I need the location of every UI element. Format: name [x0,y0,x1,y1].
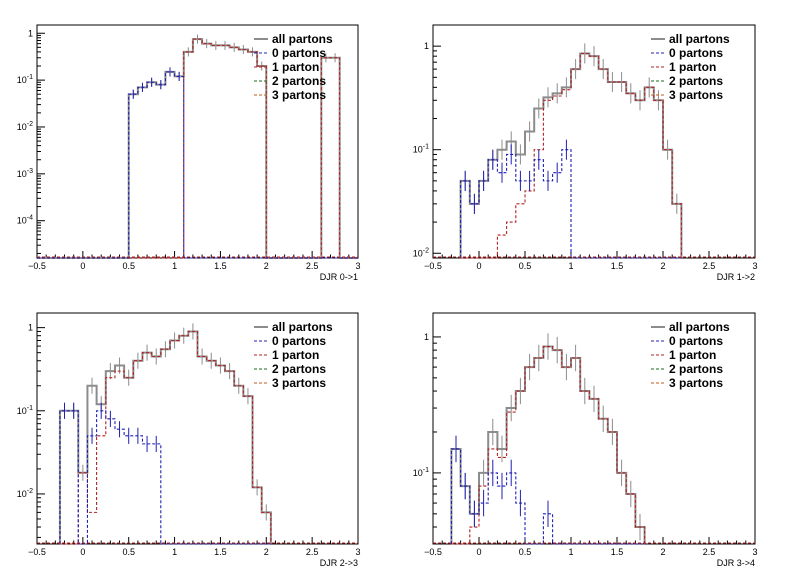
y-tick-label: 1 [424,332,429,342]
chart-panel-4: −0.5 0 0.5 1 1.5 2 2.5 3 1 10-1 DJR 3->4 all parton… [413,312,758,568]
series-1-parton [451,345,646,545]
legend-label-2-partons: 2 partons [669,362,723,376]
legend-label-2-partons: 2 partons [272,362,326,376]
x-tick-label: 0.5 [122,547,135,557]
x-tick-label: 2.5 [703,547,716,557]
y-tick-label: 10-2 [17,121,33,132]
y-tick-label: 10-1 [413,144,429,155]
x-tick-label: 2.5 [703,261,716,271]
legend-label-0-partons: 0 partons [272,46,326,60]
series-1-parton [59,330,272,545]
x-axis-title: DJR 0->1 [320,272,358,282]
x-tick-label: 1 [172,547,177,557]
x-tick-label: 1.5 [214,547,227,557]
legend-label-0-partons: 0 partons [272,334,326,348]
series-0-partons [450,448,645,545]
chart-panel-2: −0.5 0 0.5 1 1.5 2 2.5 3 1 10-1 10-2 DJR 1->2 all pa… [413,24,758,282]
y-tick-label: 1 [424,41,429,51]
x-tick-label: 1 [172,261,177,271]
x-axis-title: DJR 1->2 [717,272,755,282]
x-tick-label: 2 [660,547,665,557]
x-tick-label: 0 [476,547,481,557]
legend-label-0-partons: 0 partons [669,46,723,60]
x-tick-label: 2.5 [306,261,319,271]
x-tick-label: −0.5 [424,547,442,557]
x-tick-label: 0.5 [122,261,135,271]
y-tick-label: 10-4 [17,215,33,226]
x-tick-label: 3 [355,547,360,557]
x-tick-label: −0.5 [28,547,46,557]
x-tick-label: 2.5 [306,547,319,557]
legend-label-all-partons: all partons [272,320,333,334]
legend-label-all-partons: all partons [669,320,730,334]
legend-label-3-partons: 3 partons [669,376,723,390]
legend-label-1-parton: 1 parton [272,348,319,362]
legend-label-3-partons: 3 partons [272,88,326,102]
legend-label-1-parton: 1 parton [669,348,716,362]
x-tick-label: −0.5 [424,261,442,271]
y-tick-label: 10-2 [413,247,429,258]
x-tick-label: 0 [80,261,85,271]
series-all-partons [58,330,272,544]
legend-label-2-partons: 2 partons [272,74,326,88]
series-0-partons [59,410,271,545]
legend-label-1-parton: 1 parton [669,60,716,74]
y-tick-label: 10-1 [17,405,33,416]
x-axis-title: DJR 3->4 [717,558,755,568]
chart-panel-3: −0.5 0 0.5 1 1.5 2 2.5 3 1 10-1 10-2 DJR 2->3 all pa… [17,312,361,568]
x-tick-label: 0 [80,547,85,557]
x-tick-label: 1 [568,261,573,271]
x-tick-label: 1.5 [611,547,624,557]
x-tick-label: 3 [355,261,360,271]
y-tick-label: 10-1 [413,467,429,478]
x-tick-label: 0.5 [519,547,532,557]
y-tick-label: 10-3 [17,168,33,179]
y-tick-label: 10-2 [17,488,33,499]
x-tick-label: 2 [264,547,269,557]
x-tick-label: 0.5 [519,261,532,271]
y-tick-label: 1 [28,323,33,333]
series-0-partons [460,149,682,259]
legend-label-all-partons: all partons [669,32,730,46]
x-tick-label: 0 [476,261,481,271]
legend-label-3-partons: 3 partons [272,376,326,390]
legend-label-1-parton: 1 parton [272,60,319,74]
x-axis-title: DJR 2->3 [320,558,358,568]
x-tick-label: 1 [568,547,573,557]
x-tick-label: 3 [752,261,757,271]
x-tick-label: 2 [264,261,269,271]
legend-label-3-partons: 3 partons [669,88,723,102]
legend-label-all-partons: all partons [272,32,333,46]
x-tick-label: 2 [660,261,665,271]
x-tick-label: 3 [752,547,757,557]
x-tick-label: 1.5 [611,261,624,271]
y-tick-label: 10-1 [17,74,33,85]
y-tick-label: 1 [28,28,33,38]
legend-label-2-partons: 2 partons [669,74,723,88]
x-tick-label: 1.5 [214,261,227,271]
legend-label-0-partons: 0 partons [669,334,723,348]
chart-panel-1: −0.5 0 0.5 1 1.5 2 2.5 3 1 10-1 10-2 10-3 10-4 DJR 0-… [17,24,361,282]
x-tick-label: −0.5 [28,261,46,271]
